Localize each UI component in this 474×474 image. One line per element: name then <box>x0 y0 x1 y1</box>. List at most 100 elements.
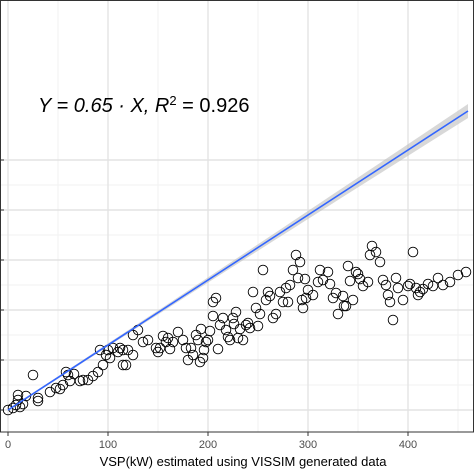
data-point <box>437 279 449 291</box>
data-point <box>180 342 192 354</box>
data-point <box>77 374 89 386</box>
data-point <box>327 292 339 304</box>
data-point <box>340 300 352 312</box>
data-point <box>407 246 419 258</box>
data-point <box>200 336 212 348</box>
data-point <box>114 342 126 354</box>
data-point <box>257 264 269 276</box>
data-point <box>392 282 404 294</box>
data-point <box>167 336 179 348</box>
data-point <box>220 324 232 336</box>
data-point <box>50 382 62 394</box>
data-point <box>244 322 256 334</box>
data-point <box>137 336 149 348</box>
data-point <box>432 272 444 284</box>
data-point <box>237 334 249 346</box>
data-point <box>297 302 309 314</box>
data-point <box>332 308 344 320</box>
data-points <box>2 240 472 416</box>
data-point <box>287 264 299 276</box>
data-point <box>374 256 386 268</box>
x-axis-ticks: 0 100 200 300 400 <box>5 432 417 451</box>
data-point <box>164 343 176 355</box>
data-point <box>260 294 272 306</box>
x-tick-label: 200 <box>199 439 217 451</box>
data-point <box>330 287 342 299</box>
data-point <box>380 279 392 291</box>
data-point <box>27 369 39 381</box>
data-point <box>337 290 349 302</box>
confidence-band-area <box>8 104 468 411</box>
data-point <box>387 314 399 326</box>
equation-superscript: 2 <box>169 93 176 108</box>
data-point <box>427 280 439 292</box>
data-point <box>187 349 199 361</box>
data-point <box>250 302 262 314</box>
data-point <box>127 349 139 361</box>
data-point <box>172 326 184 338</box>
data-point <box>422 278 434 290</box>
fit-line-group <box>7 110 469 411</box>
data-point <box>282 296 294 308</box>
data-point <box>198 344 210 356</box>
data-point <box>224 334 236 346</box>
data-point <box>2 404 14 416</box>
data-point <box>12 389 24 401</box>
data-point <box>242 317 254 329</box>
data-point <box>210 292 222 304</box>
data-point <box>142 334 154 346</box>
data-point <box>314 264 326 276</box>
data-point <box>292 272 304 284</box>
data-point <box>204 325 216 337</box>
data-point <box>104 352 116 364</box>
data-point <box>32 392 44 404</box>
data-point <box>157 330 169 342</box>
data-point <box>299 273 311 285</box>
equation-main: Y = 0.65 · X, R <box>38 95 169 117</box>
data-point <box>366 240 378 252</box>
data-point <box>154 342 166 354</box>
x-tick-label: 400 <box>399 439 417 451</box>
data-point <box>117 344 129 356</box>
data-point <box>410 282 422 294</box>
data-point <box>352 268 364 280</box>
data-point <box>362 276 374 288</box>
regression-equation: Y = 0.65 · X, R2 = 0.926 <box>38 93 249 118</box>
data-point <box>252 320 264 332</box>
data-point <box>460 266 472 278</box>
data-point <box>414 286 426 298</box>
data-point <box>227 312 239 324</box>
data-point <box>284 279 296 291</box>
data-point <box>68 368 80 380</box>
data-point <box>344 275 356 287</box>
x-tick-label: 100 <box>99 439 117 451</box>
data-point <box>234 323 246 335</box>
confidence-band <box>8 104 468 411</box>
data-point <box>382 289 394 301</box>
data-point <box>92 366 104 378</box>
data-point <box>120 359 132 371</box>
data-point <box>270 308 282 320</box>
data-point <box>342 260 354 272</box>
data-point <box>322 266 334 278</box>
data-point <box>397 294 409 306</box>
data-point <box>32 395 44 407</box>
x-axis-title: VSP(kW) estimated using VISSIM generated… <box>100 454 388 469</box>
data-point <box>44 386 56 398</box>
data-point <box>264 290 276 302</box>
data-point <box>312 276 324 288</box>
data-point <box>300 292 312 304</box>
data-point <box>207 310 219 322</box>
data-point <box>212 343 224 355</box>
data-point <box>307 289 319 301</box>
grid-lines <box>0 0 474 433</box>
x-tick-label: 300 <box>299 439 317 451</box>
data-point <box>97 359 109 371</box>
data-point <box>247 286 259 298</box>
data-point <box>274 286 286 298</box>
data-point <box>60 366 72 378</box>
data-point <box>347 294 359 306</box>
data-point <box>254 308 266 320</box>
